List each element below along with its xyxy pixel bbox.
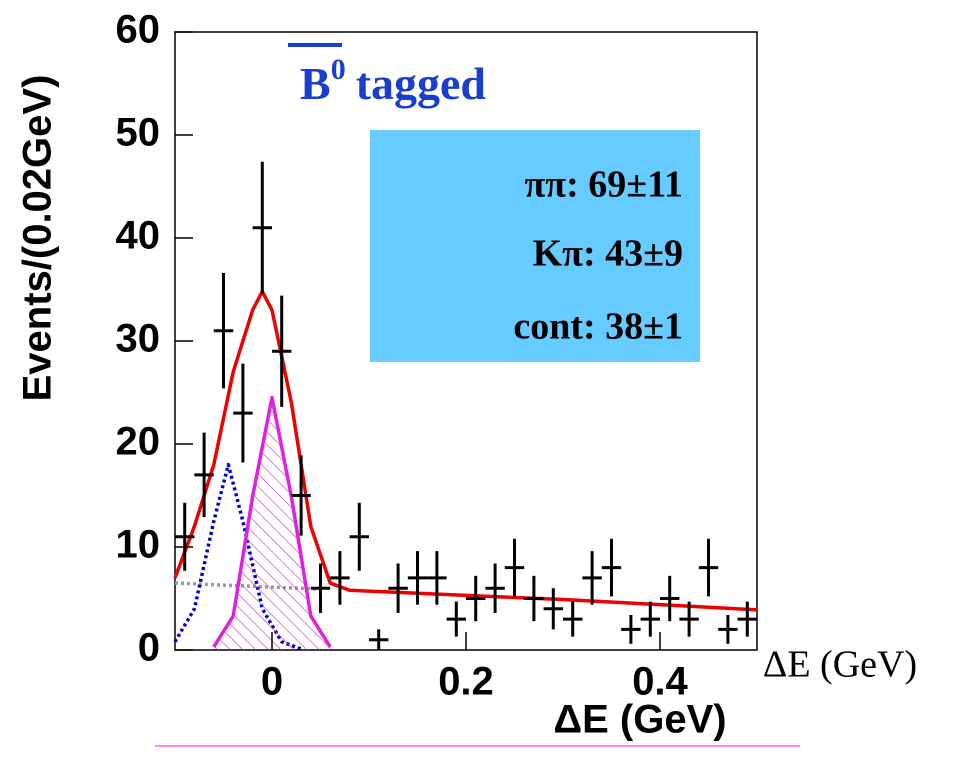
- legend-box: [370, 130, 700, 362]
- title-text: tagged: [356, 58, 487, 109]
- legend-text: cont: 38±1: [513, 306, 683, 348]
- x-tick-label: 0: [261, 660, 283, 704]
- x-axis-label-alt: ΔE (GeV): [763, 644, 917, 686]
- x-axis-label: ΔE (GeV): [553, 698, 726, 742]
- y-tick-label: 20: [116, 420, 161, 464]
- y-tick-label: 50: [116, 111, 161, 155]
- fit-curve: [212, 395, 332, 648]
- title-base: B: [300, 58, 331, 109]
- x-tick-label: 0.4: [632, 660, 688, 704]
- y-tick-label: 60: [116, 8, 161, 52]
- y-tick-label: 30: [116, 317, 161, 361]
- signal-area: [213, 397, 331, 650]
- y-tick-label: 10: [116, 523, 161, 567]
- legend-text: ππ: 69±11: [524, 164, 683, 206]
- y-tick-label: 0: [138, 626, 160, 670]
- y-tick-label: 40: [116, 214, 161, 258]
- legend-text: Kπ: 43±9: [533, 233, 683, 275]
- y-axis-label: Events/(0.02GeV): [16, 75, 60, 402]
- x-tick-label: 0.2: [438, 660, 494, 704]
- chart-title: B0 tagged: [300, 53, 486, 109]
- title-superscript: 0: [331, 53, 346, 86]
